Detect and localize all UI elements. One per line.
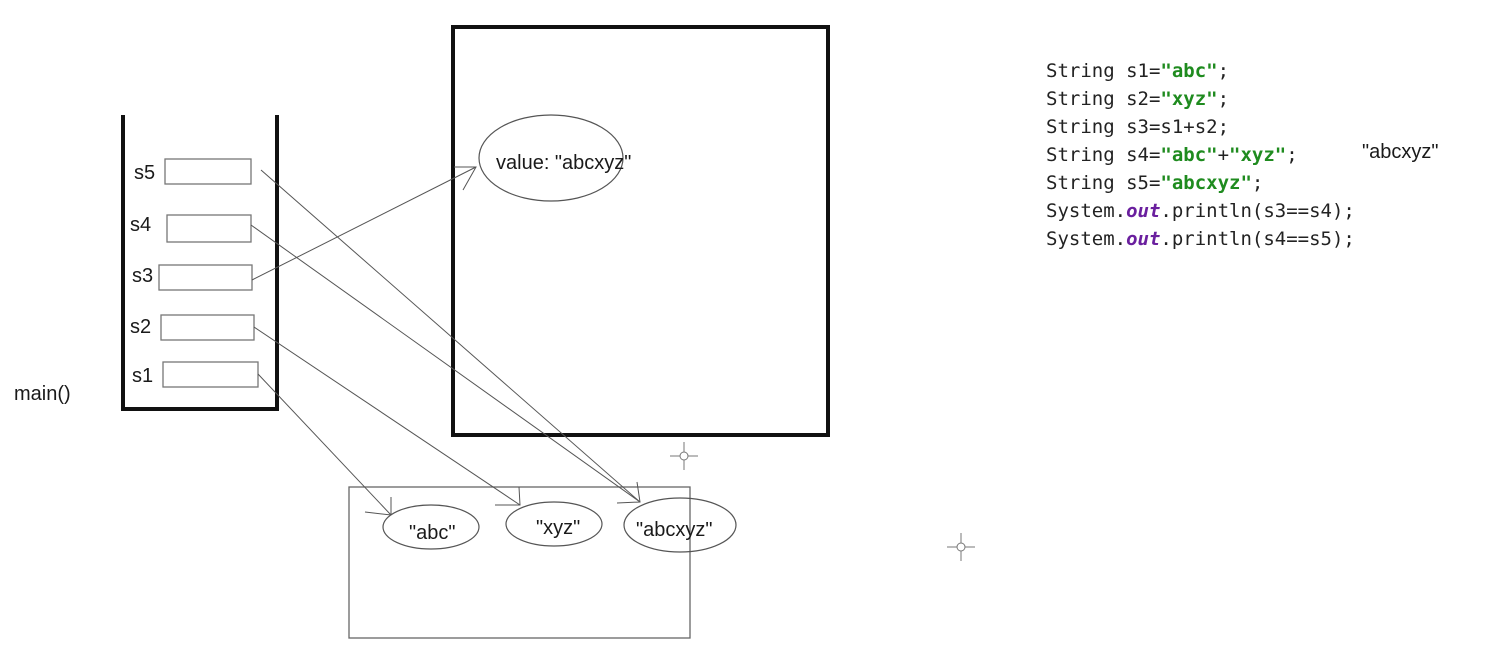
- code-token: String s4=: [1046, 144, 1161, 166]
- out-keyword: out: [1126, 228, 1161, 250]
- arrow-s2-to-xyz: [253, 326, 521, 506]
- code-token: ;: [1217, 60, 1230, 82]
- code-line: String s4="abc"+"xyz";: [1046, 141, 1355, 169]
- string-literal: "abc": [1160, 60, 1218, 82]
- code-token: ;: [1217, 88, 1230, 110]
- arrow-s5-to-abcxyz: [260, 169, 641, 503]
- var-label-s1: s1: [132, 365, 154, 387]
- code-token: ;: [1251, 172, 1264, 194]
- code-line: System.out.println(s3==s4);: [1046, 197, 1355, 225]
- frame-label: main(): [14, 383, 71, 405]
- var-label-s2: s2: [130, 316, 152, 338]
- pool-string-xyz: "xyz": [536, 517, 581, 539]
- out-keyword: out: [1126, 200, 1161, 222]
- arrow-s1-to-abc: [257, 373, 392, 516]
- arrowhead-s2: [495, 486, 521, 506]
- side-note: "abcxyz": [1362, 141, 1439, 163]
- stack-slot-s2: [160, 314, 255, 341]
- pool-ellipse-xyz: [505, 501, 603, 547]
- crosshair-marker: [670, 442, 698, 470]
- code-line: String s1="abc";: [1046, 57, 1355, 85]
- stack-slot-s3: [158, 264, 253, 291]
- code-token: System.: [1046, 200, 1127, 222]
- arrowhead-s1: [364, 497, 392, 516]
- pool-string-abc: "abc": [409, 522, 456, 544]
- arrowhead-s4-s5: [616, 481, 641, 504]
- stack-slot-s5: [164, 158, 252, 185]
- pool-string-abcxyz: "abcxyz": [636, 519, 713, 541]
- string-literal: "abcxyz": [1160, 172, 1252, 194]
- string-literal: "xyz": [1229, 144, 1287, 166]
- stack-frame: [121, 115, 279, 411]
- code-token: System.: [1046, 228, 1127, 250]
- code-token: +: [1217, 144, 1230, 166]
- string-literal: "abc": [1160, 144, 1218, 166]
- heap-object-ellipse: [478, 114, 624, 202]
- crosshair-marker: [947, 533, 975, 561]
- pool-ellipse-abc: [382, 504, 480, 550]
- pool-ellipse-abcxyz: [623, 497, 737, 553]
- code-line: System.out.println(s4==s5);: [1046, 225, 1355, 253]
- heap-box: [451, 25, 830, 437]
- arrow-s3-to-heap: [251, 166, 477, 281]
- code-token: .println(s3==s4);: [1160, 200, 1355, 222]
- code-line: String s5="abcxyz";: [1046, 169, 1355, 197]
- code-line: String s2="xyz";: [1046, 85, 1355, 113]
- code-token: ;: [1286, 144, 1298, 166]
- var-label-s4: s4: [130, 214, 152, 236]
- stack-slot-s1: [162, 361, 259, 388]
- code-snippet: String s1="abc"; String s2="xyz"; String s…: [1046, 57, 1355, 253]
- stack-slot-s4: [166, 214, 252, 243]
- var-label-s5: s5: [134, 162, 156, 184]
- var-label-s3: s3: [132, 265, 154, 287]
- arrow-s4-to-abcxyz: [250, 224, 641, 503]
- code-line: String s3=s1+s2;: [1046, 113, 1355, 141]
- code-token: String s3=s1+s2;: [1046, 116, 1230, 138]
- code-token: .println(s4==s5);: [1160, 228, 1355, 250]
- heap-object-value: value: "abcxyz": [496, 152, 632, 174]
- code-token: String s5=: [1046, 172, 1161, 194]
- arrowhead-s3: [454, 166, 477, 191]
- code-token: String s2=: [1046, 88, 1161, 110]
- string-literal: "xyz": [1160, 88, 1218, 110]
- code-token: String s1=: [1046, 60, 1161, 82]
